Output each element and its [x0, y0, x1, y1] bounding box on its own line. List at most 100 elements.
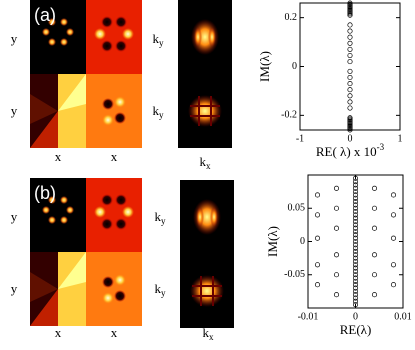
axis-label: y — [11, 103, 18, 118]
point — [352, 205, 359, 211]
panel-b: (b) y y x x ky ky kx — [11, 178, 234, 342]
point — [352, 295, 359, 301]
y-axis-label: IM(λ) — [265, 226, 280, 257]
point — [352, 268, 359, 274]
point — [352, 262, 359, 268]
y-tick-label: 0.05 — [288, 203, 306, 214]
point — [371, 185, 378, 191]
point — [352, 232, 359, 238]
point — [347, 12, 353, 18]
point — [390, 282, 397, 288]
point — [352, 215, 359, 221]
x-axis-label-text: RE( λ) x 10 — [316, 144, 377, 159]
point — [347, 68, 353, 74]
point — [352, 228, 359, 235]
point — [352, 275, 359, 281]
point — [352, 192, 359, 198]
panel-a: (a) y y x x ky ky kx — [11, 0, 232, 171]
axis-label: kx — [203, 325, 215, 342]
point — [371, 225, 378, 231]
point — [314, 192, 321, 198]
point — [390, 262, 397, 268]
point — [352, 189, 359, 195]
point — [352, 212, 359, 218]
point — [352, 195, 359, 201]
point — [352, 185, 359, 191]
point — [352, 222, 359, 228]
point — [347, 46, 353, 52]
axis-label: ky — [153, 31, 165, 48]
point — [390, 192, 397, 198]
point — [347, 93, 353, 99]
plot-frame — [299, 2, 401, 131]
point — [352, 255, 359, 261]
point — [352, 258, 359, 265]
point — [352, 288, 359, 294]
point — [352, 298, 359, 304]
point — [371, 272, 378, 278]
point — [347, 28, 353, 34]
point — [347, 74, 353, 81]
axis-label: x — [111, 149, 118, 164]
x-axis-label-exponent: -3 — [377, 142, 385, 152]
point — [347, 81, 353, 87]
point — [352, 302, 359, 308]
x-axis-label-text: RE(λ) — [340, 322, 372, 337]
point — [347, 22, 353, 28]
x-tick-label: -0.01 — [298, 311, 319, 322]
point — [352, 272, 359, 278]
axis-label: x — [111, 325, 118, 340]
point — [352, 285, 359, 291]
plot-frame — [307, 174, 404, 309]
point — [352, 278, 359, 284]
y-axis-label: IM(λ) — [257, 51, 272, 82]
point — [314, 212, 321, 218]
point — [352, 202, 359, 208]
x-tick-label: -1 — [296, 133, 304, 144]
point — [347, 59, 353, 65]
point — [333, 292, 340, 298]
point — [333, 272, 340, 278]
point — [347, 99, 353, 105]
x-axis-label: RE( λ) x 10-3 — [316, 142, 385, 159]
point — [352, 209, 359, 215]
point — [352, 182, 359, 188]
y-tick-label: 0 — [292, 61, 297, 72]
point — [371, 292, 378, 298]
y-tick-label: 0 — [300, 236, 305, 247]
point — [352, 175, 359, 181]
point — [390, 235, 397, 241]
point — [333, 205, 340, 211]
panel-label: (a) — [34, 5, 56, 25]
point — [347, 127, 353, 133]
axis-label: x — [55, 325, 62, 340]
point — [347, 87, 353, 93]
axis-label: kx — [200, 154, 212, 171]
point — [352, 179, 359, 185]
point — [352, 292, 359, 298]
point — [352, 252, 359, 258]
point — [333, 252, 340, 258]
axis-label: ky — [153, 103, 165, 120]
point — [347, 40, 353, 46]
y-tick-label: 0.2 — [285, 12, 298, 23]
axis-label: y — [11, 209, 18, 224]
x-tick-label: 0 — [348, 133, 353, 144]
point — [347, 34, 353, 40]
y-tick-label: -0.2 — [281, 110, 297, 121]
point — [352, 245, 359, 251]
y-tick-label: -0.05 — [284, 269, 305, 280]
point — [371, 252, 378, 258]
point — [314, 262, 321, 268]
point — [352, 265, 359, 271]
axis-label: x — [55, 149, 62, 164]
x-tick-label: 0 — [353, 311, 358, 322]
point — [390, 212, 397, 218]
point — [352, 238, 359, 245]
x-axis-label: RE(λ) — [340, 322, 372, 337]
point — [352, 235, 359, 241]
x-tick-label: 1 — [398, 133, 403, 144]
panel-label: (b) — [34, 183, 56, 203]
